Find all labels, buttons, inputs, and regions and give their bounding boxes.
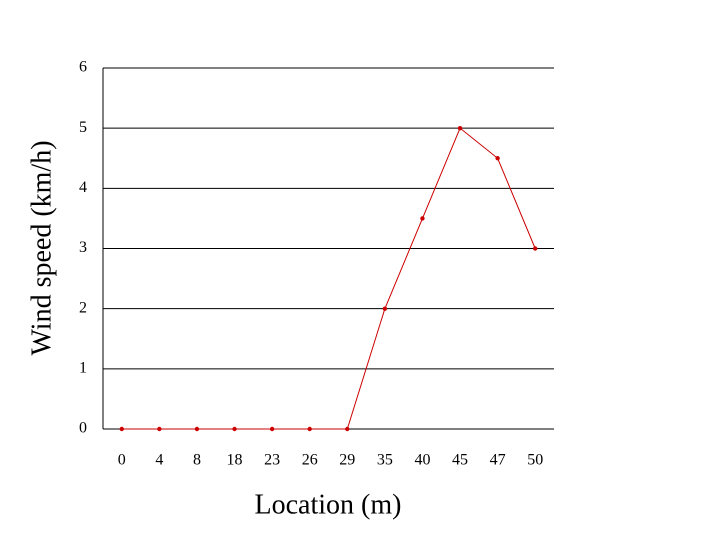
x-tick-label: 18 (227, 452, 243, 469)
data-point (382, 306, 388, 311)
x-tick-label: 29 (339, 452, 355, 469)
data-point (457, 125, 463, 131)
x-tick-label: 4 (155, 452, 163, 469)
y-tick-label: 4 (79, 179, 87, 196)
y-axis-title: Wind speed (km/h) (26, 140, 57, 355)
x-tick-label: 47 (490, 452, 506, 469)
data-point (269, 426, 275, 432)
y-tick-label: 0 (79, 420, 87, 437)
y-tick-label: 6 (79, 59, 87, 76)
y-tick-label: 2 (79, 299, 87, 316)
x-tick-label: 26 (302, 452, 318, 469)
x-tick-label: 0 (118, 452, 126, 469)
data-point (420, 216, 425, 221)
data-point (307, 426, 312, 432)
x-tick-label: 40 (414, 452, 430, 469)
data-line (121, 127, 536, 430)
y-tick-label: 3 (79, 239, 87, 256)
x-tick-label: 35 (377, 452, 393, 469)
data-point (232, 426, 237, 432)
data-point (157, 426, 162, 432)
x-tick-label: 8 (193, 452, 201, 469)
x-axis-title: Location (m) (255, 489, 402, 520)
x-tick-label: 23 (264, 452, 280, 469)
x-tick-label: 45 (452, 452, 468, 469)
y-tick-label: 5 (79, 119, 87, 136)
data-point (119, 426, 124, 432)
x-tick-label: 50 (527, 452, 543, 469)
y-tick-label: 1 (79, 360, 87, 377)
data-point (345, 426, 350, 432)
data-point (495, 156, 500, 161)
data-point (533, 246, 538, 251)
data-point (194, 426, 200, 432)
